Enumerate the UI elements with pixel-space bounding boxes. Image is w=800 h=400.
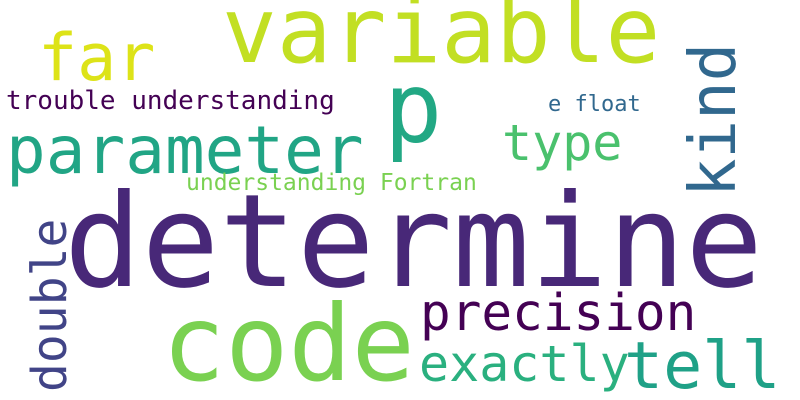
word-parameter: parameter [6, 112, 364, 189]
word-code: code [162, 283, 415, 400]
word-kind: kind [677, 42, 751, 197]
word-tell: tell [624, 329, 781, 400]
word-far: far [38, 21, 156, 96]
word-understanding-fortran: understanding Fortran [186, 170, 477, 196]
word-exactly: exactly [419, 335, 630, 393]
word-determine: determine [64, 167, 763, 317]
word-variable: variable [222, 0, 661, 84]
word-precision: precision [420, 284, 697, 343]
word-p: p [384, 52, 443, 165]
word-e-float: e float [548, 92, 641, 117]
word-double: double [22, 218, 78, 392]
word-type: type [502, 114, 623, 172]
word-trouble-understanding: trouble understanding [6, 86, 335, 116]
